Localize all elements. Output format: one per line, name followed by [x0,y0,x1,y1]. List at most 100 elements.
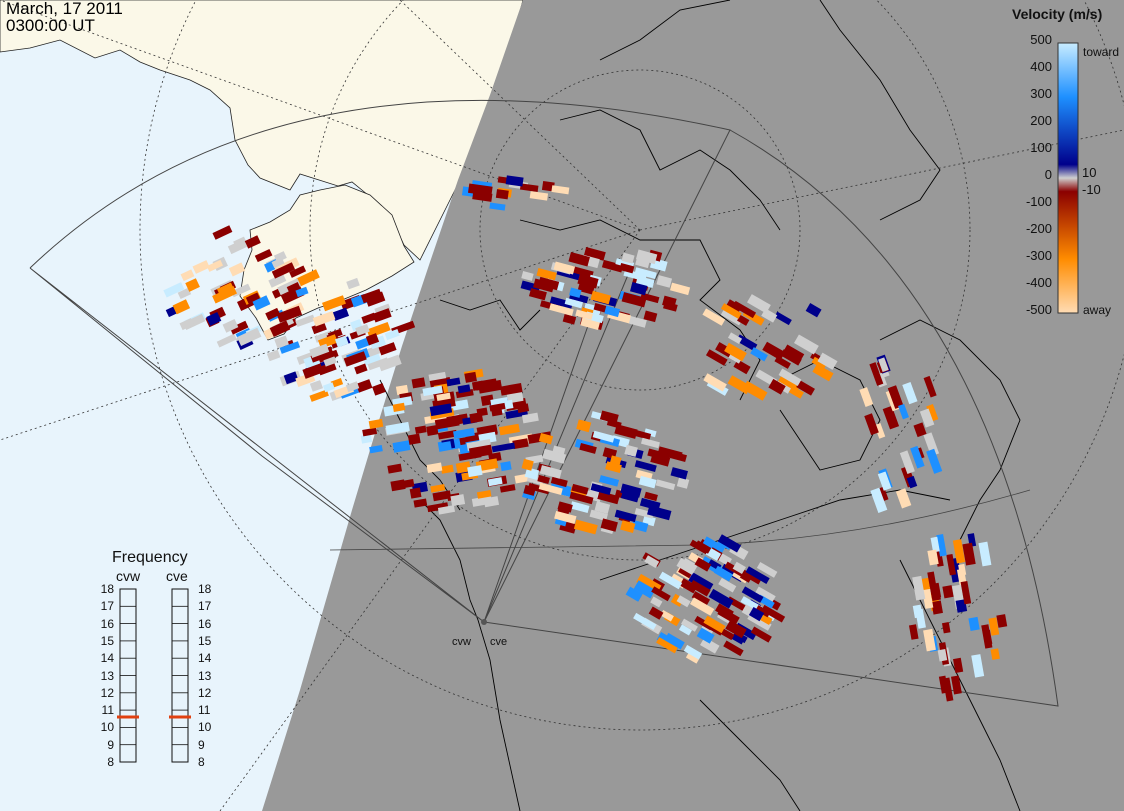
velocity-tick: -400 [1025,275,1052,290]
scatter-cell [688,572,714,593]
frequency-title: Frequency [112,549,188,566]
scatter-cell [455,461,472,474]
scatter-cell [296,269,320,287]
scatter-cell [579,443,597,454]
scatter-cell [407,433,421,445]
scatter-cell [971,654,985,678]
scatter-cell [670,282,691,296]
scatter-cell [921,577,931,591]
scatter-cell [360,434,373,444]
scatter-cell [638,475,657,489]
scatter-cell [594,501,611,514]
scatter-cell [962,542,976,566]
scatter-cell [499,484,516,493]
scatter-cell [369,444,383,454]
scatter-cell [749,573,762,585]
scatter-cell [571,483,589,495]
scatter-cell [505,175,524,187]
scatter-cell [450,494,466,507]
colorbar-gradient [1057,42,1079,314]
scatter-cell [372,308,392,323]
scatter-cell [577,274,599,289]
scatter-cell [681,618,698,632]
scatter-cell [774,311,792,326]
scatter-cell [812,363,834,382]
scatter-cell [906,475,918,489]
scatter-cell [269,320,291,338]
scatter-cell [489,202,506,211]
scatter-cell [354,363,368,375]
scatter-cell [521,458,534,471]
scatter-cell [599,410,619,424]
scatter-cell [630,282,648,296]
scatter-cell [635,258,650,269]
scatter-cell [521,412,539,424]
scatter-cell [747,294,771,314]
scatter-cell [643,310,658,323]
scatter-cell [902,381,918,405]
velocity-tick: 10 [1082,165,1097,180]
scatter-cell [422,385,443,397]
scatter-cell [244,235,261,249]
scatter-cell [528,288,547,301]
frequency-tick: 11 [101,703,114,718]
scatter-cell [314,330,333,343]
scatter-cell [437,505,456,515]
frequency-tick: 8 [107,755,114,769]
scatter-cell [923,375,937,398]
frequency-tick: 10 [100,720,114,735]
scatter-cell [212,225,233,240]
scatter-cell [614,424,638,439]
scatter-cell [634,267,657,280]
scatter-cell [696,627,715,644]
scatter-cell [950,675,962,695]
scatter-cell [750,347,768,362]
scatter-cell [569,287,582,298]
scatter-cell [580,317,601,330]
frequency-tick: 8 [198,755,205,769]
scatter-cell [523,484,536,496]
scatter-cell [774,355,791,369]
scatter-cell [575,309,593,320]
scatter-cell [689,579,711,597]
scatter-cell [228,262,246,277]
scatter-cell [782,344,805,362]
scatter-cell [882,405,900,430]
scatter-cell [656,275,673,288]
scatter-cell [898,403,909,420]
scatter-cell [750,626,772,643]
scatter-cell [647,505,672,521]
scatter-cell [554,510,577,524]
scatter-cell [926,404,939,422]
scatter-cell [346,277,360,290]
scatter-cell [426,424,439,436]
scatter-cell [276,305,303,323]
scatter-cell [427,502,449,513]
scatter-cell [453,427,475,440]
scatter-cell [464,371,477,383]
scatter-cell [931,600,943,615]
scatter-cell [541,180,555,192]
scatter-cell [724,342,747,362]
scatter-cell [446,377,461,387]
scatter-cell [489,402,506,412]
scatter-cell [877,486,889,502]
scatter-cell [762,341,786,361]
scatter-cell [279,341,301,354]
scatter-cell [703,615,726,634]
scatter-cell [741,586,764,603]
scatter-cell [620,483,642,498]
scatter-cell [910,445,925,469]
scatter-cell [177,287,192,300]
velocity-tick: -100 [1025,194,1052,209]
scatter-cell [660,609,674,622]
frequency-tick: 17 [198,599,212,614]
scatter-cell [700,637,720,654]
scatter-cell [988,617,1000,636]
night-side [262,0,1124,811]
scatter-cell [644,491,658,502]
scatter-cell [978,541,992,567]
scatter-cell [568,252,590,267]
scatter-cell [206,259,224,272]
